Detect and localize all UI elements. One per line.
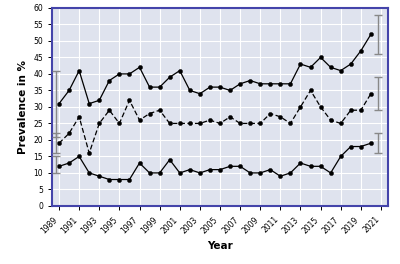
X-axis label: Year: Year xyxy=(207,241,233,251)
Y-axis label: Prevalence in %: Prevalence in % xyxy=(18,60,28,154)
